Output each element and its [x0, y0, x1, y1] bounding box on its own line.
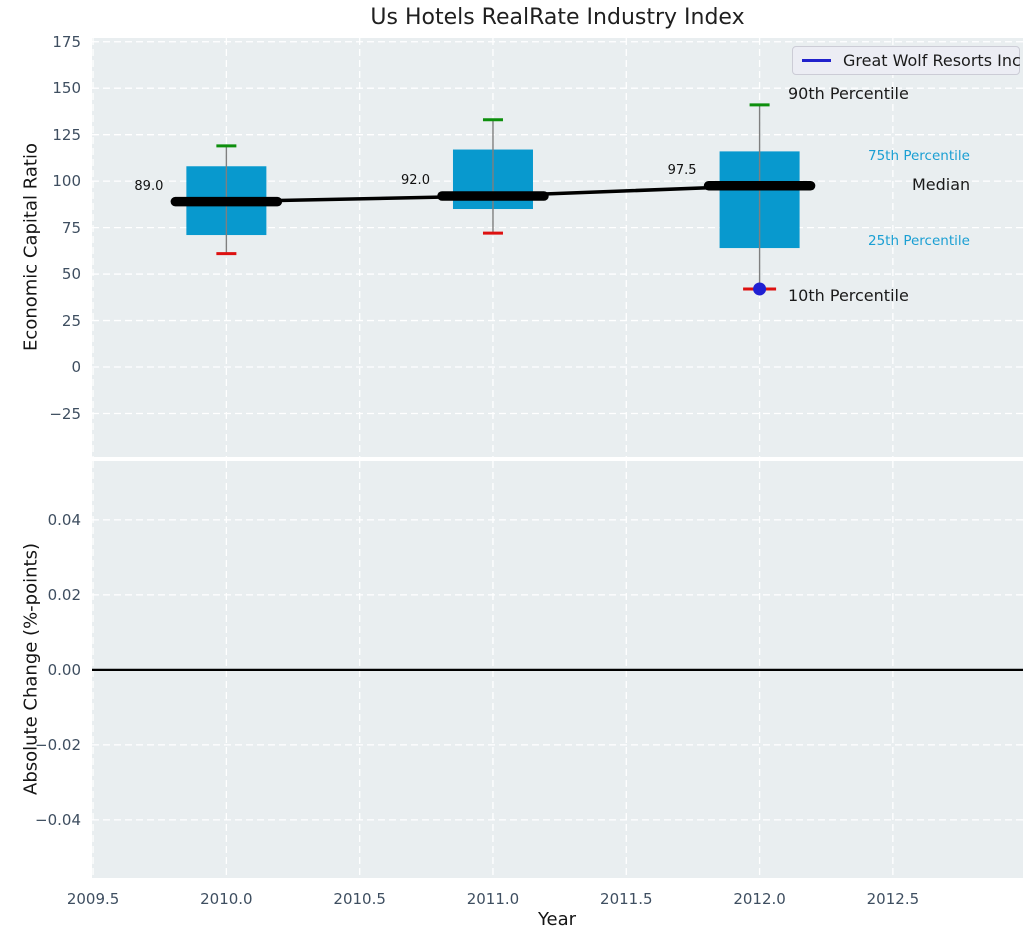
annotation-90th-percentile: 90th Percentile	[788, 84, 909, 103]
x-tick-label: 2010.0	[200, 890, 253, 908]
y-tick-label: 125	[52, 125, 81, 144]
x-tick-label: 2009.5	[66, 890, 120, 908]
y-tick-label: 0.00	[47, 660, 81, 679]
annotation-75th-percentile: 75th Percentile	[868, 148, 970, 164]
xlabel: Year	[537, 909, 577, 930]
legend-label: Great Wolf Resorts Inc	[843, 51, 1021, 70]
chart-title: Us Hotels RealRate Industry Index	[370, 5, 745, 30]
y-tick-label: 0.04	[47, 510, 81, 529]
y-tick-label: 50	[61, 265, 81, 284]
annotation-10th-percentile: 10th Percentile	[788, 286, 909, 305]
legend: Great Wolf Resorts Inc	[792, 46, 1021, 75]
y-tick-label: −0.02	[35, 735, 81, 754]
median-value-label: 97.5	[667, 162, 697, 178]
y-tick-label: 100	[52, 172, 81, 191]
x-tick-label: 2012.5	[866, 890, 920, 908]
x-tick-label: 2010.5	[333, 890, 386, 908]
annotation-median: Median	[912, 175, 971, 194]
x-tick-label: 2011.0	[466, 890, 520, 908]
x-tick-label: 2011.5	[600, 890, 653, 908]
y-tick-label: 150	[52, 79, 81, 98]
bottom-plot-area	[92, 461, 1023, 878]
y-tick-label: 25	[61, 311, 81, 330]
y-tick-label: −0.04	[35, 810, 81, 829]
y-tick-label: 75	[61, 218, 81, 237]
x-tick-label: 2012.0	[733, 890, 786, 908]
y-tick-label: 0	[71, 358, 81, 377]
median-value-label: 89.0	[134, 178, 164, 194]
y-tick-label: 175	[52, 32, 81, 51]
top-plot-area	[92, 38, 1023, 457]
legend-line-swatch	[802, 59, 831, 62]
y-tick-label: −25	[49, 404, 81, 423]
y-tick-label: 0.02	[47, 585, 81, 604]
annotation-25th-percentile: 25th Percentile	[868, 233, 970, 249]
median-value-label: 92.0	[401, 173, 430, 188]
